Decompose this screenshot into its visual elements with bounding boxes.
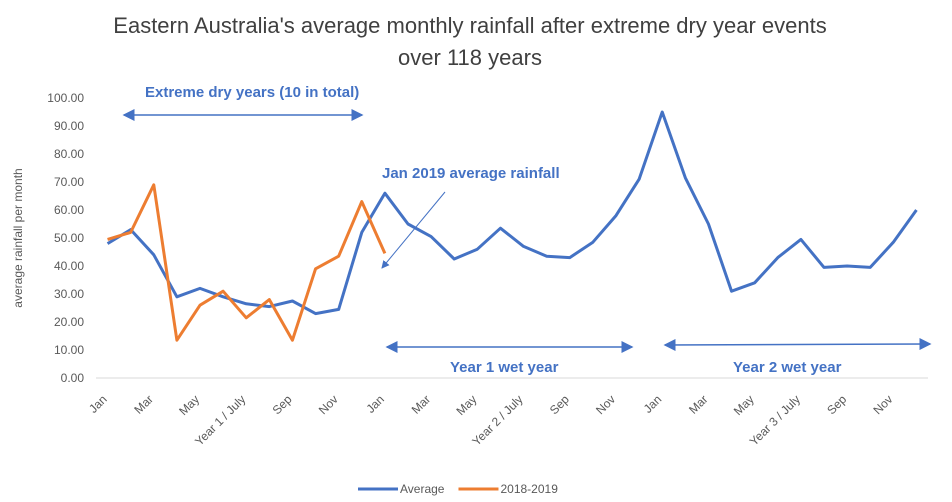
x-tick-label: Mar [131,392,156,417]
annotation: Year 1 wet year [450,359,559,376]
y-tick-label: 70.00 [54,175,84,189]
y-tick-label: 60.00 [54,203,84,217]
y-tick-label: 90.00 [54,119,84,133]
line [106,110,918,316]
y-tick-label: 80.00 [54,147,84,161]
line [107,183,387,342]
y-axis-label: average rainfall per month [11,168,25,307]
x-tick-label: Sep [270,392,295,417]
legend-label: 2018-2019 [500,482,558,496]
y-tick-label: 30.00 [54,287,84,301]
annotation: Extreme dry years (10 in total) [145,84,359,101]
annotation: Jan 2019 average rainfall [382,165,560,182]
x-tick-label: Sep [547,392,572,417]
x-tick-label: May [454,392,480,418]
x-tick-label: Mar [409,392,434,417]
x-tick-label: Jan [363,392,387,416]
x-tick-label: Nov [593,392,618,417]
x-tick-label: Jan [641,392,665,416]
y-tick-label: 50.00 [54,231,84,245]
annotation: Year 2 wet year [733,359,842,376]
x-tick-label: Nov [316,392,341,417]
x-tick-label: Jan [86,392,110,416]
arrow [381,191,446,269]
y-tick-label: 0.00 [61,371,85,385]
x-tick-label: May [731,392,757,418]
y-tick-label: 100.00 [47,91,84,105]
y-tick-label: 40.00 [54,259,84,273]
y-tick-label: 20.00 [54,315,84,329]
legend-label: Average [400,482,445,496]
x-tick-label: Nov [870,392,895,417]
x-tick-label: May [176,392,202,418]
arrow [663,338,932,351]
y-tick-label: 10.00 [54,343,84,357]
x-tick-label: Sep [824,392,849,417]
x-tick-label: Mar [686,392,711,417]
chart-title: Eastern Australia's average monthly rain… [113,13,827,70]
